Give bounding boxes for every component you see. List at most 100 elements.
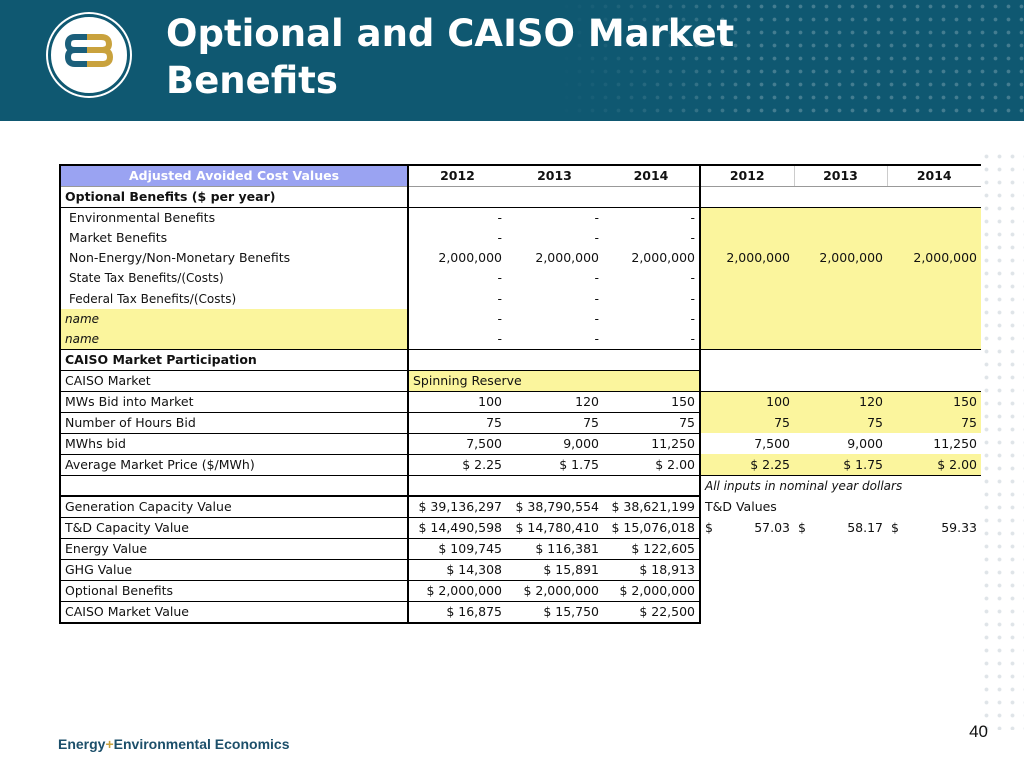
cell: 7,500 <box>754 435 790 451</box>
table-row: Federal Tax Benefits/(Costs) - - - <box>59 288 981 309</box>
cell <box>887 207 981 228</box>
side-dot-pattern <box>980 150 1024 730</box>
cell <box>700 207 794 228</box>
row-label: Market Benefits <box>59 228 409 249</box>
note-text: All inputs in nominal year dollars <box>700 474 981 496</box>
cell: $ 18,913 <box>603 558 701 581</box>
row-label: T&D Capacity Value <box>59 516 409 539</box>
cell: - <box>603 328 701 350</box>
cell: $ 109,745 <box>408 537 506 560</box>
cell: 9,000 <box>506 432 603 455</box>
row-label: Optional Benefits <box>59 579 409 602</box>
cell: 2,000,000 <box>438 250 502 266</box>
section-row: CAISO Market Participation <box>59 348 981 371</box>
row-label: Non-Energy/Non-Monetary Benefits <box>59 248 409 269</box>
cell: $ 14,308 <box>408 558 506 581</box>
table-row: GHG Value $ 14,308 $ 15,891 $ 18,913 <box>59 558 981 581</box>
row-label: Generation Capacity Value <box>59 494 409 518</box>
td-value-cell: $57.03 <box>700 517 794 538</box>
cell: - <box>594 310 599 326</box>
section-title: CAISO Market Participation <box>59 348 409 371</box>
table-row: Environmental Benefits - - - <box>59 207 981 228</box>
cell: - <box>603 207 701 228</box>
cell: - <box>408 207 506 228</box>
cell: $ 15,750 <box>506 600 603 624</box>
cell: - <box>603 268 701 289</box>
cell: 7,500 <box>408 432 506 455</box>
cell: 11,250 <box>933 435 977 451</box>
year-header: 2012 <box>700 164 795 187</box>
cell: - <box>497 270 502 286</box>
cell: 11,250 <box>603 432 701 455</box>
cell: 120 <box>794 390 887 413</box>
table-row: CAISO Market Value $ 16,875 $ 15,750 $ 2… <box>59 600 981 624</box>
cell: - <box>497 330 502 346</box>
header-fade <box>560 0 760 121</box>
td-value-cell: $58.17 <box>794 517 887 538</box>
slide-header: Optional and CAISO Market Benefits <box>0 0 1024 121</box>
cell: 2,000,000 <box>535 250 599 266</box>
cell: $ 22,500 <box>603 600 701 624</box>
cell: 100 <box>700 390 794 413</box>
table-row: MWs Bid into Market 100 120 150 100 120 … <box>59 390 981 413</box>
year-header: 2014 <box>603 164 701 187</box>
section-title: Optional Benefits ($ per year) <box>59 186 409 208</box>
header-label: Adjusted Avoided Cost Values <box>59 164 409 187</box>
cell: - <box>497 230 502 246</box>
currency-symbol: $ <box>705 519 713 535</box>
footer-brand-plus: + <box>105 736 114 752</box>
cell: $ 2,000,000 <box>603 579 701 602</box>
footer-brand-part: Environmental Economics <box>113 736 290 752</box>
cell: - <box>497 290 502 306</box>
cell: 2,000,000 <box>887 248 981 269</box>
cell: 75 <box>603 411 701 434</box>
cell: $ 16,875 <box>408 600 506 624</box>
currency-symbol: $ <box>798 519 806 535</box>
table-header-row: Adjusted Avoided Cost Values 2012 2013 2… <box>59 164 981 187</box>
slide-title: Optional and CAISO Market Benefits <box>166 12 735 102</box>
footer-brand-part: Energy <box>58 736 106 752</box>
cell: - <box>594 230 599 246</box>
cell: $ 2.25 <box>408 453 506 476</box>
avoided-cost-table: Adjusted Avoided Cost Values 2012 2013 2… <box>59 164 981 624</box>
cell: $ 2.00 <box>887 454 981 476</box>
row-label: Environmental Benefits <box>59 207 409 228</box>
cell: $ 15,076,018 <box>603 516 701 539</box>
cell: 9,000 <box>847 435 883 451</box>
cell: $ 39,136,297 <box>408 494 506 518</box>
cell: - <box>594 270 599 286</box>
row-label: CAISO Market Value <box>59 600 409 624</box>
page-number: 40 <box>969 722 988 741</box>
table-row: State Tax Benefits/(Costs) - - - <box>59 268 981 289</box>
cell: - <box>497 310 502 326</box>
cell: 75 <box>506 411 603 434</box>
cell: 2,000,000 <box>700 248 794 269</box>
cell: 2,000,000 <box>794 248 887 269</box>
row-label: name <box>59 308 409 329</box>
currency-symbol: $ <box>891 519 899 535</box>
table-row: Average Market Price ($/MWh) $ 2.25 $ 1.… <box>59 453 981 476</box>
td-values-label: T&D Values <box>705 498 777 514</box>
td-value: 57.03 <box>754 519 790 535</box>
cell: 120 <box>506 390 603 413</box>
row-label: MWs Bid into Market <box>59 390 409 413</box>
table-row: name - - - <box>59 308 981 329</box>
table-row: Optional Benefits $ 2,000,000 $ 2,000,00… <box>59 579 981 602</box>
table-row: Energy Value $ 109,745 $ 116,381 $ 122,6… <box>59 537 981 560</box>
table-row: Market Benefits - - - <box>59 228 981 249</box>
cell: $ 38,790,554 <box>506 494 603 518</box>
cell: 150 <box>603 390 701 413</box>
cell: - <box>594 290 599 306</box>
cell: $ 14,490,598 <box>408 516 506 539</box>
cell: - <box>603 228 701 249</box>
table-row: name - - - <box>59 328 981 350</box>
row-label: State Tax Benefits/(Costs) <box>59 268 409 289</box>
cell: 75 <box>887 412 981 434</box>
cell: $ 116,381 <box>506 537 603 560</box>
table-row: T&D Capacity Value $ 14,490,598 $ 14,780… <box>59 516 981 539</box>
table-row: Number of Hours Bid 75 75 75 75 75 75 <box>59 411 981 434</box>
td-value: 58.17 <box>847 519 883 535</box>
table-row: Non-Energy/Non-Monetary Benefits 2,000,0… <box>59 248 981 269</box>
cell: - <box>603 308 701 329</box>
row-label: GHG Value <box>59 558 409 581</box>
